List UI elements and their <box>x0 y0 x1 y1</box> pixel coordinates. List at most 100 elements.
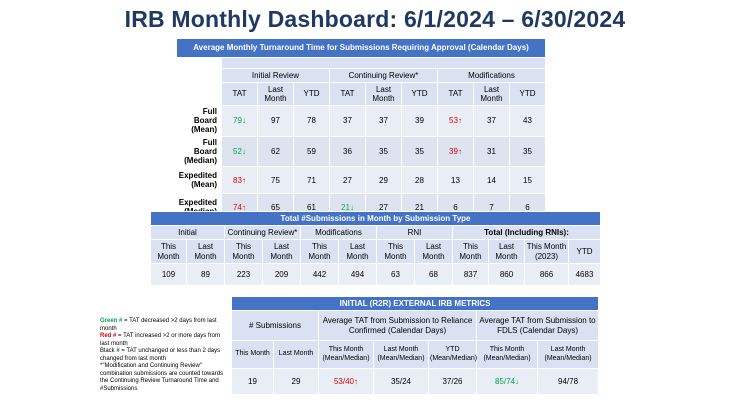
table-cell-value: 52 <box>233 146 242 156</box>
group-header: Modifications <box>436 68 547 83</box>
table-cell-value: 36 <box>343 146 352 156</box>
table-cell-value: 27 <box>379 202 388 212</box>
arrow-up-icon: ↑ <box>354 376 359 386</box>
column-header: TAT <box>329 82 366 106</box>
table-cell-value: 61 <box>307 202 316 212</box>
table-cell-value: 43 <box>523 116 532 126</box>
legend-red: Red # = TAT increased >2 or more days fr… <box>100 333 220 347</box>
column-header: Last Month <box>273 340 319 369</box>
table-cell-value: 27 <box>343 175 352 185</box>
table-row: Full Board (Median) 52↓ 62 59 36 35 35 39↑ 31 35 <box>176 135 547 168</box>
submissions-table-header: Total #Submissions in Month by Submissio… <box>149 211 602 226</box>
table-cell-value: 29 <box>379 175 388 185</box>
table-cell: 52↓ <box>221 135 258 168</box>
table-cell: 85/74↓ <box>476 368 538 395</box>
table-cell: 15 <box>508 166 547 195</box>
table-cell: 68 <box>414 263 453 286</box>
table-cell: 53/40↑ <box>318 368 374 395</box>
table-cell: 83↑ <box>221 166 258 195</box>
column-header: Last Month (Mean/Median) <box>536 340 600 369</box>
legend-black: Black # = TAT unchanged or less than 2 d… <box>100 348 221 362</box>
table-cell-value: 7 <box>489 202 494 212</box>
table-cell-value: 29 <box>291 376 301 386</box>
table-cell-value: 15 <box>523 175 532 185</box>
table-cell-value: 35 <box>379 146 388 156</box>
column-header: Last Month <box>473 82 510 106</box>
table-cell: 37/26 <box>428 368 477 395</box>
legend-note: *"Modification and Continuing Review" co… <box>100 363 224 392</box>
group-header: Initial Review <box>221 68 330 83</box>
column-header: This Month <box>224 239 263 264</box>
table-cell-value: 35 <box>415 146 424 156</box>
table-row: Expedited (Mean) 83↑ 75 71 27 29 28 13 14 15 <box>176 166 547 195</box>
table-cell-value: 14 <box>487 175 496 185</box>
table-cell: 29 <box>365 166 402 195</box>
column-header: YTD <box>401 82 438 106</box>
table-cell: 37 <box>365 105 402 137</box>
table-cell: 14 <box>473 166 510 195</box>
table-cell-value: 79 <box>233 116 242 126</box>
table-cell: 37 <box>329 105 366 137</box>
turnaround-table: Average Monthly Turnaround Time for Subm… <box>175 38 547 222</box>
table-cell-value: 21 <box>341 202 350 212</box>
table-cell: 442 <box>300 263 339 286</box>
table-cell: 71 <box>293 166 330 195</box>
table-cell-value: 37 <box>343 116 352 126</box>
submissions-table: Total #Submissions in Month by Submissio… <box>149 211 602 286</box>
table-cell: 43 <box>508 105 547 137</box>
column-header: YTD <box>567 239 602 264</box>
external-irb-table: INITIAL (R2R) EXTERNAL IRB METRICS # Sub… <box>230 296 600 395</box>
arrow-up-icon: ↑ <box>457 146 462 156</box>
column-header: TAT <box>221 82 258 106</box>
group-header: Total (Including RNIs): <box>451 225 602 240</box>
table-cell-value: 13 <box>451 175 460 185</box>
column-header: Last Month <box>257 82 294 106</box>
table-cell: 866 <box>524 263 569 286</box>
table-cell: 94/78 <box>536 368 600 395</box>
column-header: This Month <box>150 239 187 264</box>
group-header: Initial <box>150 225 225 240</box>
arrow-down-icon: ↓ <box>241 146 246 156</box>
column-header: YTD <box>508 82 547 106</box>
external-irb-table-header: INITIAL (R2R) EXTERNAL IRB METRICS <box>230 296 600 311</box>
table-cell: 4683 <box>567 263 602 286</box>
group-header: # Submissions <box>231 310 319 341</box>
table-cell: 28 <box>401 166 438 195</box>
table-cell: 35/24 <box>373 368 429 395</box>
table-cell-value: 71 <box>307 175 316 185</box>
table-cell-value: 83 <box>233 175 242 185</box>
table-cell: 63 <box>376 263 415 286</box>
table-cell: 35 <box>401 135 438 168</box>
table-cell-value: 39 <box>415 116 424 126</box>
row-label: Full Board (Median) <box>176 135 222 168</box>
table-cell: 37 <box>473 105 510 137</box>
table-cell-value: 21 <box>415 202 424 212</box>
arrow-up-icon: ↑ <box>241 175 246 185</box>
table-cell-value: 53/40 <box>333 376 355 386</box>
table-cell: 89 <box>186 263 225 286</box>
table-cell: 31 <box>473 135 510 168</box>
column-header: Last Month (Mean/Median) <box>373 340 429 369</box>
group-header: Average TAT from Submission to FDLS (Cal… <box>475 310 600 341</box>
page-title: IRB Monthly Dashboard: 6/1/2024 – 6/30/2… <box>124 6 626 32</box>
table-cell-value: 35/24 <box>390 376 412 386</box>
arrow-up-icon: ↑ <box>241 202 246 212</box>
column-header: This Month (2023) <box>524 239 569 264</box>
table-cell-value: 37 <box>379 116 388 126</box>
table-cell-value: 94/78 <box>558 376 579 386</box>
table-cell-value: 37/26 <box>442 376 463 386</box>
table-cell-value: 6 <box>453 202 458 212</box>
table-cell-value: 28 <box>415 175 424 185</box>
column-header: This Month (Mean/Median) <box>318 340 374 369</box>
table-cell: 29 <box>273 368 319 395</box>
arrow-up-icon: ↑ <box>457 116 462 126</box>
legend-green: Green # = TAT decreased >2 days from las… <box>100 318 217 332</box>
table-cell: 78 <box>293 105 330 137</box>
table-cell-value: 6 <box>525 202 530 212</box>
table-cell-value: 74 <box>233 202 242 212</box>
table-row: Full Board (Mean) 79↓ 97 78 37 37 39 53↑ 37 43 <box>176 105 547 137</box>
table-cell: 75 <box>257 166 294 195</box>
table-cell-value: 85/74 <box>494 376 516 386</box>
column-header: YTD (Mean/Median) <box>428 340 477 369</box>
table-cell: 97 <box>257 105 294 137</box>
